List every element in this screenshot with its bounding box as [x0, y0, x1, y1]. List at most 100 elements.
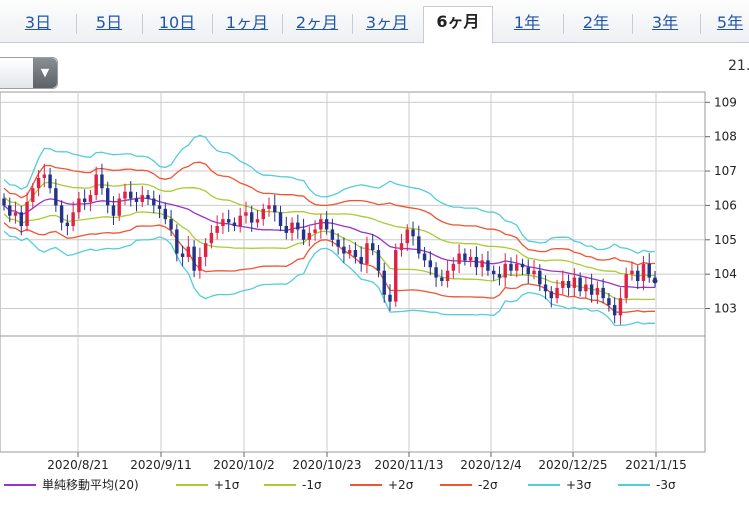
y-tick-label: 103 — [714, 302, 737, 316]
candle-body — [342, 246, 346, 254]
candle-body — [290, 222, 294, 233]
tab-separator — [700, 14, 701, 34]
candle-body — [336, 239, 340, 247]
candle-body — [238, 215, 242, 227]
candle-body — [284, 226, 289, 233]
candle-body — [273, 205, 277, 213]
tab-separator — [632, 14, 633, 34]
candle-body — [65, 222, 70, 227]
band-minus-3-sigma — [3, 230, 656, 327]
candle-body — [353, 250, 358, 257]
last-price-marker — [652, 278, 658, 284]
candle-body — [636, 270, 640, 282]
legend-swatch — [4, 484, 36, 486]
y-tick-label: 109 — [714, 95, 737, 109]
candle-body — [134, 198, 139, 202]
legend-label: +1σ — [214, 478, 240, 492]
legend-label: +2σ — [388, 478, 414, 492]
candle-body — [244, 212, 248, 216]
candle-body — [25, 201, 29, 227]
candle-body — [54, 188, 58, 206]
candle-body — [215, 226, 219, 233]
candle-body — [324, 219, 329, 230]
legend-swatch — [528, 484, 560, 486]
candle-body — [313, 229, 317, 233]
candle-body — [77, 198, 81, 213]
sma-20-line — [3, 197, 656, 289]
candle-body — [376, 250, 381, 271]
candle-body — [48, 174, 52, 189]
candle-body — [486, 260, 490, 271]
candle-body — [359, 256, 363, 264]
candle-body — [474, 256, 479, 268]
candle-body — [618, 298, 623, 316]
candle-body — [394, 250, 398, 302]
candle-body — [36, 177, 41, 189]
band-plus-1-sigma — [3, 181, 656, 277]
tab-9[interactable]: 3年 — [651, 13, 679, 32]
candle-body — [497, 274, 502, 278]
x-tick-label: 2020/11/13 — [374, 458, 443, 470]
legend-swatch — [440, 484, 472, 486]
candle-body — [232, 222, 237, 227]
candle-body — [457, 253, 461, 264]
band-plus-3-sigma — [3, 134, 656, 255]
legend-swatch — [350, 484, 382, 486]
tab-8[interactable]: 2年 — [582, 13, 610, 32]
tab-4[interactable]: 2ヶ月 — [295, 13, 339, 32]
tab-5[interactable]: 3ヶ月 — [365, 13, 409, 32]
candle-body — [399, 243, 404, 251]
candle-body — [42, 174, 47, 178]
x-tick-label: 2020/10/23 — [292, 458, 361, 470]
candle-body — [468, 256, 473, 261]
candle-body — [198, 256, 202, 271]
candle-body — [549, 291, 554, 299]
tab-6[interactable]: 6ヶ月 — [423, 6, 493, 44]
y-tick-label: 108 — [714, 130, 737, 144]
legend-swatch — [176, 484, 208, 486]
tab-separator — [212, 14, 213, 34]
candle-body — [301, 229, 306, 240]
candle-body — [526, 267, 530, 275]
candle-body — [13, 212, 18, 216]
price-readout: 21. — [728, 58, 749, 74]
candle-body — [129, 191, 133, 199]
tab-0[interactable]: 3日 — [24, 13, 52, 32]
x-tick-label: 2020/12/25 — [538, 458, 607, 470]
candle-body — [641, 263, 646, 282]
candle-body — [480, 260, 484, 268]
chevron-down-icon[interactable]: ▼ — [33, 58, 57, 88]
candle-body — [307, 232, 312, 240]
candle-body — [612, 305, 617, 316]
y-tick-label: 106 — [714, 198, 737, 212]
candle-body — [146, 195, 150, 199]
candle-body — [589, 284, 594, 295]
tab-2[interactable]: 10日 — [158, 13, 196, 32]
chart-type-dropdown[interactable]: ▼ — [0, 57, 58, 89]
candle-body — [100, 174, 104, 189]
candle-body — [388, 294, 392, 302]
candle-body — [572, 277, 577, 288]
candle-body — [445, 270, 450, 282]
candle-body — [595, 287, 600, 295]
candle-body — [19, 212, 23, 227]
candle-body — [451, 263, 456, 271]
tab-7[interactable]: 1年 — [513, 13, 541, 32]
candle-body — [82, 198, 87, 202]
candle-body — [561, 281, 565, 288]
tab-10[interactable]: 5年 — [716, 13, 744, 32]
candle-body — [578, 277, 582, 292]
candle-body — [278, 212, 283, 227]
tab-3[interactable]: 1ヶ月 — [225, 13, 269, 32]
candle-body — [140, 195, 144, 202]
candle-body — [417, 236, 421, 254]
candle-body — [584, 284, 588, 292]
candle-body — [105, 188, 110, 206]
tab-1[interactable]: 5日 — [95, 13, 123, 32]
y-tick-label: 105 — [714, 233, 737, 247]
candle-body — [566, 281, 571, 288]
candle-body — [422, 253, 427, 261]
x-tick-label: 2020/12/4 — [460, 458, 522, 470]
candle-body — [370, 243, 375, 251]
legend-label: -2σ — [478, 478, 498, 492]
